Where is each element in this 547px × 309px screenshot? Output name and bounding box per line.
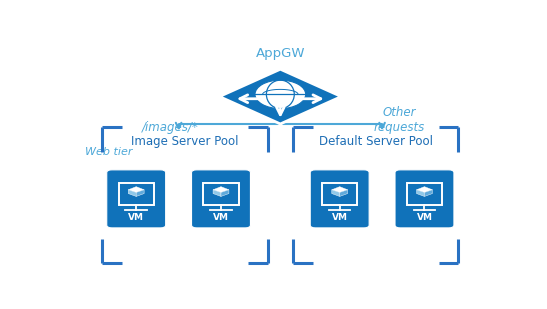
Text: AppGW: AppGW [255, 47, 305, 60]
Text: VM: VM [128, 213, 144, 222]
Polygon shape [219, 69, 341, 124]
Text: VM: VM [213, 213, 229, 222]
FancyBboxPatch shape [310, 170, 369, 228]
Text: Other
requests: Other requests [374, 106, 424, 134]
Circle shape [255, 80, 306, 108]
Polygon shape [340, 190, 347, 197]
Polygon shape [213, 190, 221, 197]
Polygon shape [424, 190, 432, 197]
FancyBboxPatch shape [322, 183, 357, 205]
Text: Image Server Pool: Image Server Pool [131, 135, 238, 148]
Polygon shape [417, 187, 432, 193]
Polygon shape [332, 190, 340, 197]
Polygon shape [213, 187, 229, 193]
Polygon shape [129, 187, 144, 193]
Text: VM: VM [416, 213, 433, 222]
FancyBboxPatch shape [395, 170, 454, 228]
Text: Web tier: Web tier [85, 147, 133, 158]
FancyBboxPatch shape [119, 183, 154, 205]
Text: /images/*: /images/* [142, 121, 199, 134]
Text: VM: VM [331, 213, 348, 222]
FancyBboxPatch shape [191, 170, 251, 228]
FancyBboxPatch shape [203, 183, 238, 205]
Polygon shape [332, 187, 347, 193]
Polygon shape [417, 190, 424, 197]
Polygon shape [221, 190, 229, 197]
FancyBboxPatch shape [107, 170, 166, 228]
Text: Default Server Pool: Default Server Pool [319, 135, 433, 148]
Polygon shape [129, 190, 136, 197]
Polygon shape [136, 190, 144, 197]
FancyBboxPatch shape [407, 183, 442, 205]
